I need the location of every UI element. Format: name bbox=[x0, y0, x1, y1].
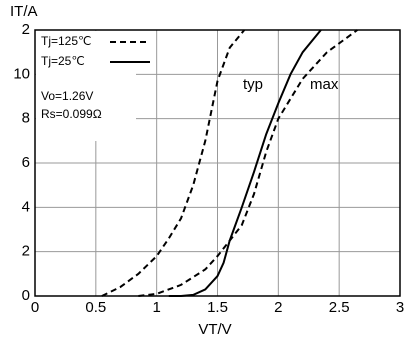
y-tick-label: 6 bbox=[22, 154, 30, 171]
y-tick-label: 10 bbox=[13, 65, 30, 82]
legend-label: Tj=25℃ bbox=[41, 54, 85, 68]
x-tick-label: 2 bbox=[274, 299, 282, 316]
x-tick-label: 1.5 bbox=[207, 299, 228, 316]
legend-box bbox=[36, 31, 136, 141]
x-tick-label: 1 bbox=[152, 299, 160, 316]
y-axis-label: IT/A bbox=[10, 3, 38, 20]
x-tick-label: 0 bbox=[31, 299, 39, 316]
series-line bbox=[138, 29, 358, 297]
annotation: Rs=0.099Ω bbox=[41, 107, 102, 121]
annotation: max bbox=[310, 76, 339, 93]
x-tick-label: 0.5 bbox=[85, 299, 106, 316]
series-line bbox=[168, 29, 322, 297]
legend-label: Tj=125℃ bbox=[41, 34, 92, 48]
y-tick-label: 4 bbox=[22, 198, 30, 215]
y-tick-label: 0 bbox=[22, 287, 30, 304]
x-tick-label: 2.5 bbox=[329, 299, 350, 316]
y-tick-label: 8 bbox=[22, 110, 30, 127]
plot-frame bbox=[34, 29, 401, 297]
series-line bbox=[101, 29, 246, 297]
y-tick-label: 2 bbox=[22, 243, 30, 260]
x-axis-label: VT/V bbox=[198, 321, 231, 338]
annotation: typ bbox=[243, 76, 263, 93]
x-tick-label: 3 bbox=[396, 299, 404, 316]
y-tick-label: 2 bbox=[22, 21, 30, 38]
annotation: Vo=1.26V bbox=[41, 89, 93, 103]
